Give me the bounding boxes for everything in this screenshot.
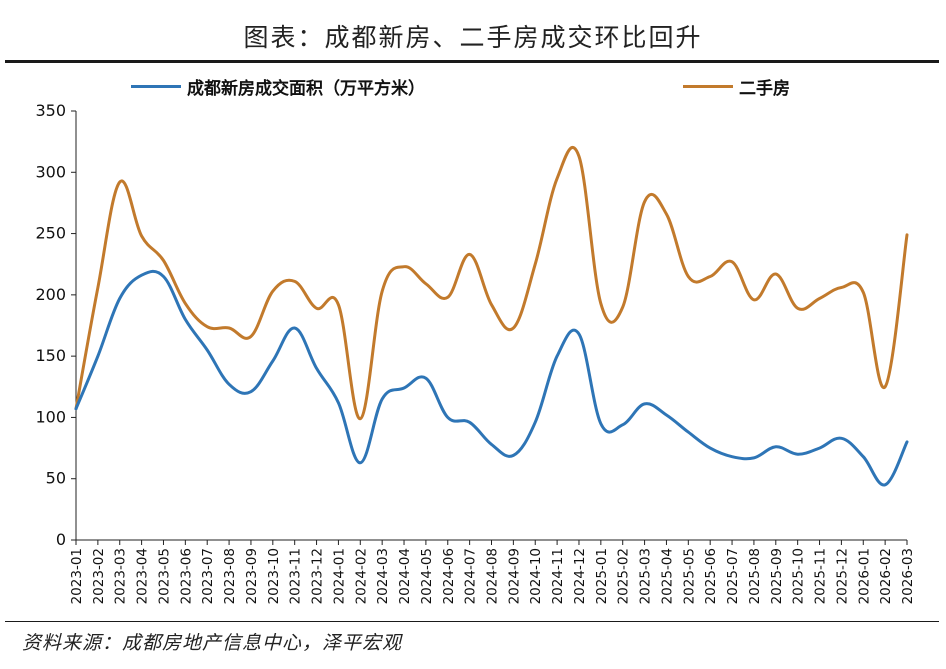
x-tick-label: 2024-06 [441, 548, 457, 604]
legend-label-new-housing: 成都新房成交面积（万平方米） [187, 79, 425, 99]
x-tick-label: 2023-01 [69, 548, 85, 604]
x-tick-label: 2025-10 [791, 548, 807, 604]
legend-item-new-housing: 成都新房成交面积（万平方米） [131, 74, 425, 99]
x-tick-label: 2023-06 [178, 548, 194, 604]
x-tick-label: 2025-01 [594, 548, 610, 604]
x-tick-label: 2024-03 [375, 548, 391, 604]
x-tick-label: 2024-09 [506, 548, 522, 604]
x-tick-label: 2025-09 [769, 548, 785, 604]
x-tick-label: 2023-09 [244, 548, 260, 604]
x-tick-label: 2023-10 [266, 548, 282, 604]
y-tick-label: 150 [35, 346, 66, 365]
x-tick-label: 2023-04 [135, 548, 151, 604]
top-divider [5, 60, 939, 63]
x-tick-label: 2025-02 [616, 548, 632, 604]
x-tick-label: 2026-01 [856, 548, 872, 604]
x-tick-label: 2026-02 [878, 548, 894, 604]
x-tick-label: 2023-03 [113, 548, 129, 604]
y-tick-label: 250 [35, 224, 66, 243]
x-tick-label: 2024-12 [572, 548, 588, 604]
x-tick-label: 2025-04 [659, 548, 675, 604]
x-tick-label: 2024-07 [463, 548, 479, 604]
y-tick-label: 350 [35, 101, 66, 120]
x-tick-label: 2024-05 [419, 548, 435, 604]
x-tick-label: 2024-04 [397, 548, 413, 604]
x-tick-label: 2025-03 [638, 548, 654, 604]
legend: 成都新房成交面积（万平方米） 二手房 [0, 74, 946, 104]
x-tick-label: 2025-07 [725, 548, 741, 604]
y-tick-label: 50 [46, 469, 66, 488]
x-tick-label: 2023-05 [156, 548, 172, 604]
y-tick-label: 300 [35, 162, 66, 181]
x-tick-label: 2024-08 [485, 548, 501, 604]
legend-swatch-second-hand [683, 85, 733, 88]
y-tick-label: 100 [35, 407, 66, 426]
series-line-second-hand [74, 146, 909, 421]
source-note: 资料来源：成都房地产信息中心，泽平宏观 [22, 632, 403, 654]
y-tick-label: 200 [35, 285, 66, 304]
x-tick-label: 2024-10 [528, 548, 544, 604]
x-tick-label: 2025-05 [681, 548, 697, 604]
x-tick-label: 2025-11 [813, 548, 829, 604]
x-tick-label: 2023-02 [91, 548, 107, 604]
x-tick-label: 2024-11 [550, 548, 566, 604]
x-tick-label: 2024-01 [331, 548, 347, 604]
x-tick-label: 2023-11 [288, 548, 304, 604]
bottom-divider [5, 621, 939, 622]
chart-title: 图表：成都新房、二手房成交环比回升 [243, 23, 703, 52]
series-line-new-housing [74, 269, 909, 487]
x-tick-label: 2025-12 [834, 548, 850, 604]
y-tick-label: 0 [56, 530, 66, 549]
legend-item-second-hand: 二手房 [683, 74, 790, 99]
x-tick-label: 2023-08 [222, 548, 238, 604]
x-tick-label: 2025-08 [747, 548, 763, 604]
x-tick-label: 2024-02 [353, 548, 369, 604]
x-tick-label: 2023-07 [200, 548, 216, 604]
x-tick-label: 2023-12 [310, 548, 326, 604]
legend-swatch-new-housing [131, 85, 181, 88]
x-tick-label: 2026-03 [900, 548, 916, 604]
x-tick-label: 2025-06 [703, 548, 719, 604]
legend-label-second-hand: 二手房 [739, 79, 790, 99]
